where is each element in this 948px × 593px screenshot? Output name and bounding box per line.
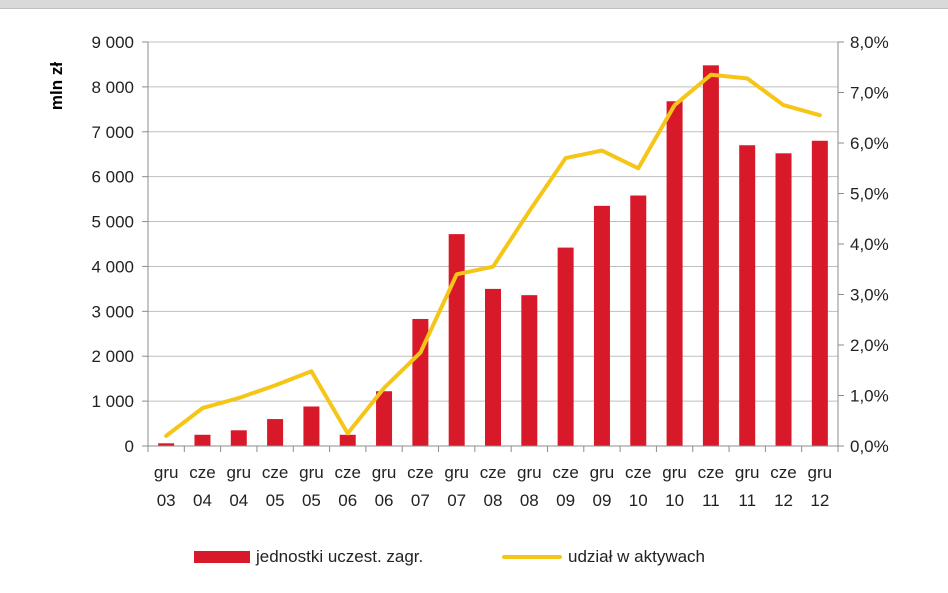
y-tick-label: 7 000 [91,123,134,142]
x-category-label: cze [407,463,433,482]
legend: jednostki uczest. zagr. udział w aktywac… [190,544,790,570]
x-category-label: 05 [266,491,285,510]
x-category-label: gru [227,463,252,482]
x-category-label: 06 [338,491,357,510]
x-category-label: 08 [484,491,503,510]
x-category-label: cze [770,463,796,482]
legend-label-line: udział w aktywach [568,547,706,566]
y-tick-label: 5 000 [91,213,134,232]
y-tick-label: 8 000 [91,78,134,97]
x-category-label: gru [154,463,179,482]
bar [194,434,211,446]
x-category-label: cze [625,463,651,482]
bar [702,65,719,446]
x-category-label: gru [590,463,615,482]
line-share-in-assets [164,72,822,438]
bar [412,318,429,446]
bar [521,295,538,446]
bar [485,288,501,446]
x-category-label: 12 [810,491,829,510]
x-category-label: 03 [157,491,176,510]
x-category-label: 07 [411,491,430,510]
legend-item-bars: jednostki uczest. zagr. [194,544,423,570]
x-axis-categories: gru 03 cze 04 gru 04 cze 05 gru 05 cze 06 gru 06 cze 07… [154,463,832,510]
legend-swatch-line [502,555,562,559]
bar [376,391,393,446]
x-category-label: gru [808,463,833,482]
x-category-label: cze [552,463,578,482]
y-axis-label: mln zł [47,62,66,110]
y2-tick-label: 8,0% [850,33,889,52]
x-category-label: 04 [229,491,248,510]
y-axis-ticks: 0 1 000 2 000 3 000 4 000 5 000 6 000 7 000 8 00… [91,33,134,456]
y-tick-label: 9 000 [91,33,134,52]
y2-tick-label: 4,0% [850,235,889,254]
bar [775,153,792,446]
bar [267,419,284,446]
y2-tick-label: 2,0% [850,336,889,355]
bar [811,140,828,446]
x-category-label: 07 [447,491,466,510]
line-series [164,72,822,438]
y-tick-label: 6 000 [91,168,134,187]
bar [557,247,574,446]
x-category-label: 11 [702,491,720,510]
y-tick-label: 4 000 [91,257,134,276]
y2-tick-label: 0,0% [850,437,889,456]
x-category-label: cze [335,463,361,482]
bar [666,101,683,447]
x-category-label: cze [698,463,724,482]
legend-swatch-bars [194,551,250,563]
x-category-label: 10 [665,491,684,510]
bar-series [158,65,828,447]
legend-item-line: udział w aktywach [502,544,705,570]
x-category-label: 05 [302,491,321,510]
x-category-label: cze [480,463,506,482]
x-category-label: 08 [520,491,539,510]
header-strip [0,0,948,9]
axes [142,41,844,452]
x-category-label: 09 [556,491,575,510]
x-category-label: 11 [738,491,756,510]
bar [593,205,610,446]
chart: 0 1 000 2 000 3 000 4 000 5 000 6 000 7 000 8 00… [47,33,889,510]
bar [448,234,465,446]
bar [630,195,647,446]
y-tick-label: 1 000 [91,392,134,411]
bar [739,145,756,446]
x-category-label: gru [735,463,760,482]
x-category-label: gru [299,463,324,482]
x-category-label: cze [262,463,288,482]
y-tick-label: 3 000 [91,302,134,321]
x-category-label: gru [444,463,469,482]
x-category-label: cze [189,463,215,482]
y2-tick-label: 1,0% [850,387,889,406]
y2-tick-label: 6,0% [850,134,889,153]
x-category-label: 06 [375,491,394,510]
x-category-label: 12 [774,491,793,510]
y2-axis-ticks: 0,0% 1,0% 2,0% 3,0% 4,0% 5,0% 6,0% 7,0% 8,0% [850,33,889,456]
x-category-label: gru [372,463,397,482]
x-category-label: 04 [193,491,212,510]
bar [303,406,320,446]
y2-tick-label: 7,0% [850,84,889,103]
x-category-label: gru [517,463,542,482]
bar [230,430,247,446]
y2-tick-label: 3,0% [850,286,889,305]
x-category-label: 09 [592,491,611,510]
y2-tick-label: 5,0% [850,185,889,204]
legend-label-bars: jednostki uczest. zagr. [256,547,424,566]
y-tick-label: 0 [125,437,134,456]
bar [339,434,356,446]
x-category-label: 10 [629,491,648,510]
bar [158,443,175,446]
y-tick-label: 2 000 [91,347,134,366]
x-category-label: gru [662,463,687,482]
